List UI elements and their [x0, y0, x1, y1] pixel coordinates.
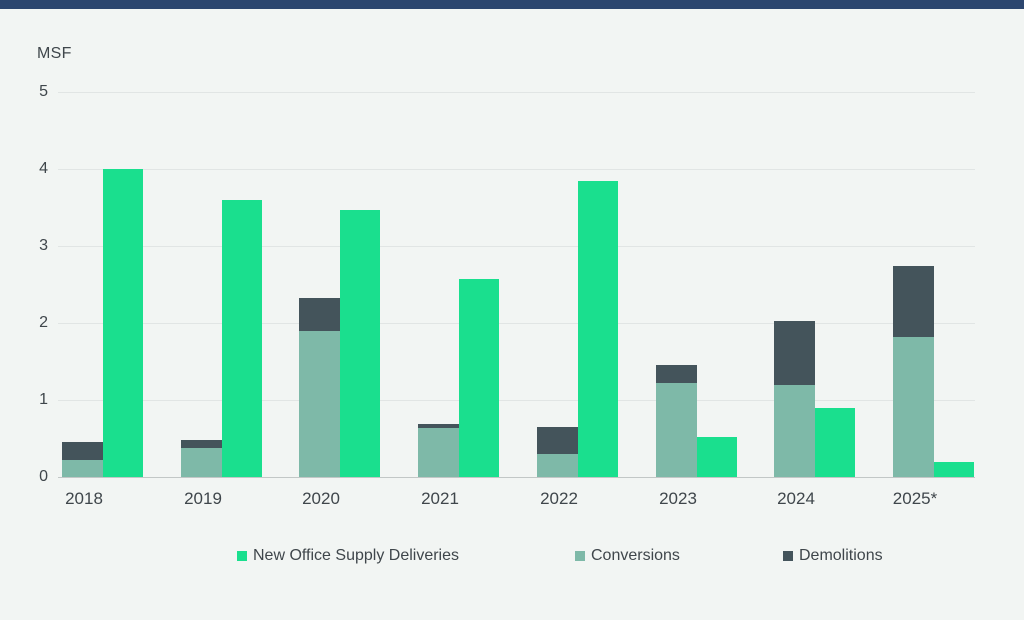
bar-conversions-segment	[774, 385, 815, 477]
bar-demolitions-segment	[299, 297, 340, 331]
x-axis-label: 2019	[184, 489, 222, 508]
bar-demolitions-segment	[656, 364, 697, 384]
gridline	[58, 92, 975, 93]
bar-demolitions-segment	[893, 266, 934, 337]
gridline	[58, 400, 975, 401]
bar-deliveries	[815, 407, 855, 477]
bar-conversions-segment	[656, 383, 697, 477]
x-axis-label: 2024	[777, 489, 815, 508]
bar-demolitions-segment	[537, 426, 578, 454]
bar-demolitions-segment	[62, 442, 103, 461]
legend-item-demolitions: Demolitions	[783, 546, 883, 566]
gridline	[58, 323, 975, 324]
bar-deliveries	[578, 181, 618, 477]
bar-deliveries	[103, 169, 143, 477]
y-axis-tick-label: 4	[39, 160, 48, 177]
bar-conversions-segment	[181, 447, 222, 477]
legend-swatch-deliveries	[237, 551, 247, 561]
x-axis-baseline	[58, 477, 975, 478]
x-axis-label: 2025*	[892, 489, 938, 508]
legend-label-demolitions: Demolitions	[799, 547, 883, 564]
y-axis-tick-label: 1	[39, 391, 48, 408]
bar-conversions-segment	[893, 336, 934, 477]
bar-conversions-segment	[62, 460, 103, 477]
x-axis-label: 2020	[302, 489, 340, 508]
legend-swatch-conversions	[575, 551, 585, 561]
y-axis-tick-label: 0	[39, 468, 48, 485]
bar-demolitions-segment	[418, 423, 459, 428]
bar-conversions-segment	[299, 330, 340, 477]
chart-legend: New Office Supply Deliveries Conversions…	[0, 546, 1024, 570]
bar-demolitions-segment	[181, 440, 222, 448]
bar-deliveries	[340, 209, 380, 477]
x-axis-label: 2021	[421, 489, 459, 508]
legend-swatch-demolitions	[783, 551, 793, 561]
bar-deliveries	[459, 279, 499, 477]
bar-deliveries	[934, 461, 974, 477]
legend-item-conversions: Conversions	[575, 546, 680, 566]
gridline	[58, 246, 975, 247]
y-axis-unit-label: MSF	[37, 45, 72, 62]
legend-label-conversions: Conversions	[591, 547, 680, 564]
x-axis-label: 2018	[65, 489, 103, 508]
top-accent-bar	[0, 0, 1024, 9]
gridline	[58, 169, 975, 170]
y-axis-tick-label: 5	[39, 83, 48, 100]
bar-deliveries	[222, 199, 262, 477]
bar-demolitions-segment	[774, 321, 815, 386]
x-axis-label: 2022	[540, 489, 578, 508]
legend-label-deliveries: New Office Supply Deliveries	[253, 547, 460, 564]
y-axis-tick-label: 2	[39, 314, 48, 331]
x-axis-label: 2023	[659, 489, 697, 508]
legend-item-deliveries: New Office Supply Deliveries	[237, 546, 459, 566]
y-axis-tick-label: 3	[39, 237, 48, 254]
bar-deliveries	[697, 436, 737, 477]
bar-conversions-segment	[418, 427, 459, 477]
bar-conversions-segment	[537, 453, 578, 477]
